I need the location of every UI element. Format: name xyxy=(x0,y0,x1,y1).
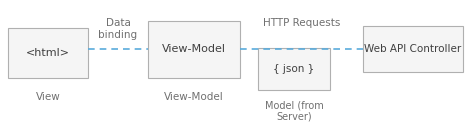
FancyBboxPatch shape xyxy=(258,48,330,90)
Text: Model (from
Server): Model (from Server) xyxy=(265,100,324,122)
FancyBboxPatch shape xyxy=(148,21,240,78)
Text: HTTP Requests: HTTP Requests xyxy=(263,18,341,28)
Text: View: View xyxy=(36,92,60,102)
Text: View-Model: View-Model xyxy=(162,44,226,54)
Text: View-Model: View-Model xyxy=(164,92,224,102)
FancyBboxPatch shape xyxy=(363,26,463,72)
FancyBboxPatch shape xyxy=(8,28,88,78)
Text: { json }: { json } xyxy=(273,64,315,74)
Text: <html>: <html> xyxy=(26,48,70,58)
Text: Web API Controller: Web API Controller xyxy=(365,44,462,54)
Text: Data
binding: Data binding xyxy=(98,18,138,40)
